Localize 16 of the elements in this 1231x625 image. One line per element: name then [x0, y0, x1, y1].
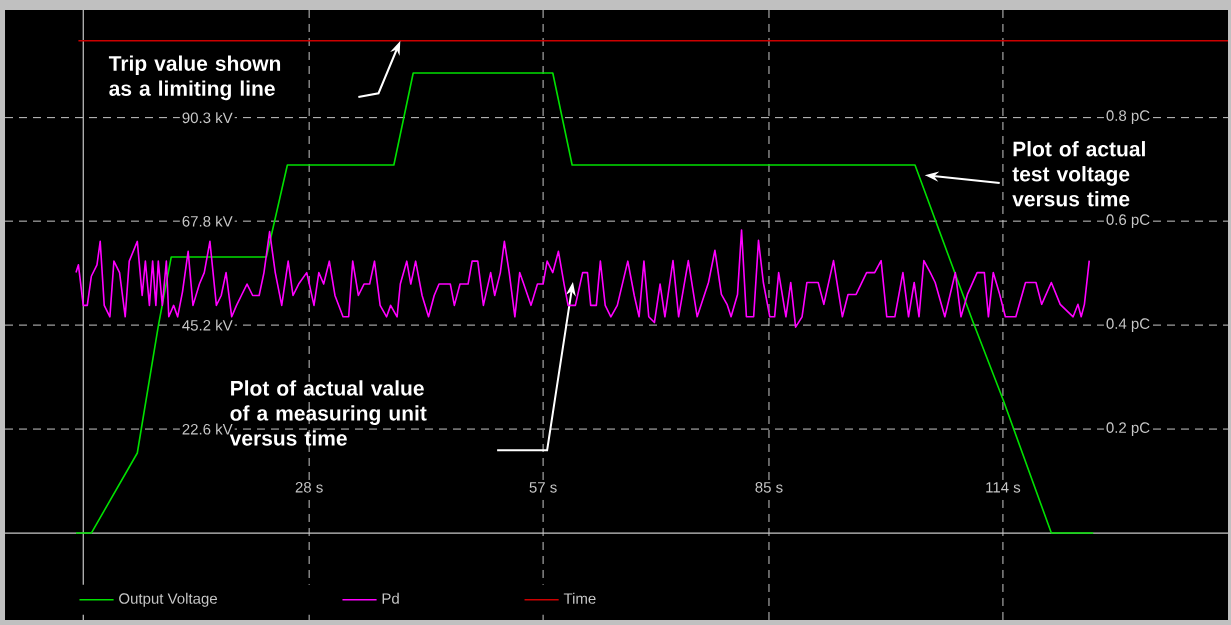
legend-label: Time	[563, 592, 596, 604]
legend-label: Pd	[382, 592, 399, 604]
y2-tick-label: 0.4 pC	[1106, 318, 1150, 332]
x-tick-label: 85 s	[755, 482, 783, 493]
y2-tick-label: 0.6 pC	[1106, 214, 1150, 228]
y2-tick-label: 0.8 pC	[1106, 110, 1150, 124]
y2-tick-label: 0.2 pC	[1106, 422, 1150, 436]
y-tick-label: 45.2 kV	[182, 319, 233, 331]
x-tick-label: 28 s	[295, 482, 323, 493]
x-tick-label: 57 s	[529, 482, 557, 493]
x-tick-label: 114 s	[986, 482, 1021, 493]
annotation: Trip value shown as a limiting line	[108, 55, 281, 101]
y-tick-label: 67.8 kV	[182, 215, 233, 227]
annotation: Plot of actual test voltage versus time	[1012, 141, 1145, 207]
y-tick-label: 90.3 kV	[182, 112, 233, 124]
legend-label: Output Voltage	[119, 592, 217, 607]
